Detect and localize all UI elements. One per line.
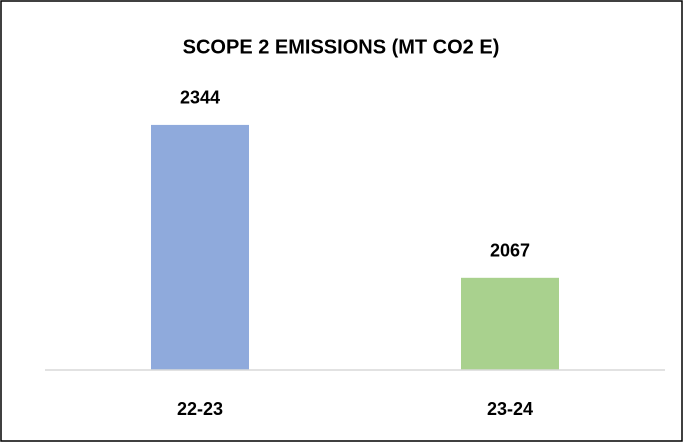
- bar: [151, 124, 249, 370]
- chart-title: SCOPE 2 EMISSIONS (MT CO2 E): [183, 36, 500, 58]
- value-label: 2067: [490, 241, 530, 261]
- x-tick-label: 22-23: [177, 399, 223, 419]
- bar: [461, 277, 559, 370]
- value-label: 2344: [180, 88, 220, 108]
- x-tick-label: 23-24: [487, 399, 533, 419]
